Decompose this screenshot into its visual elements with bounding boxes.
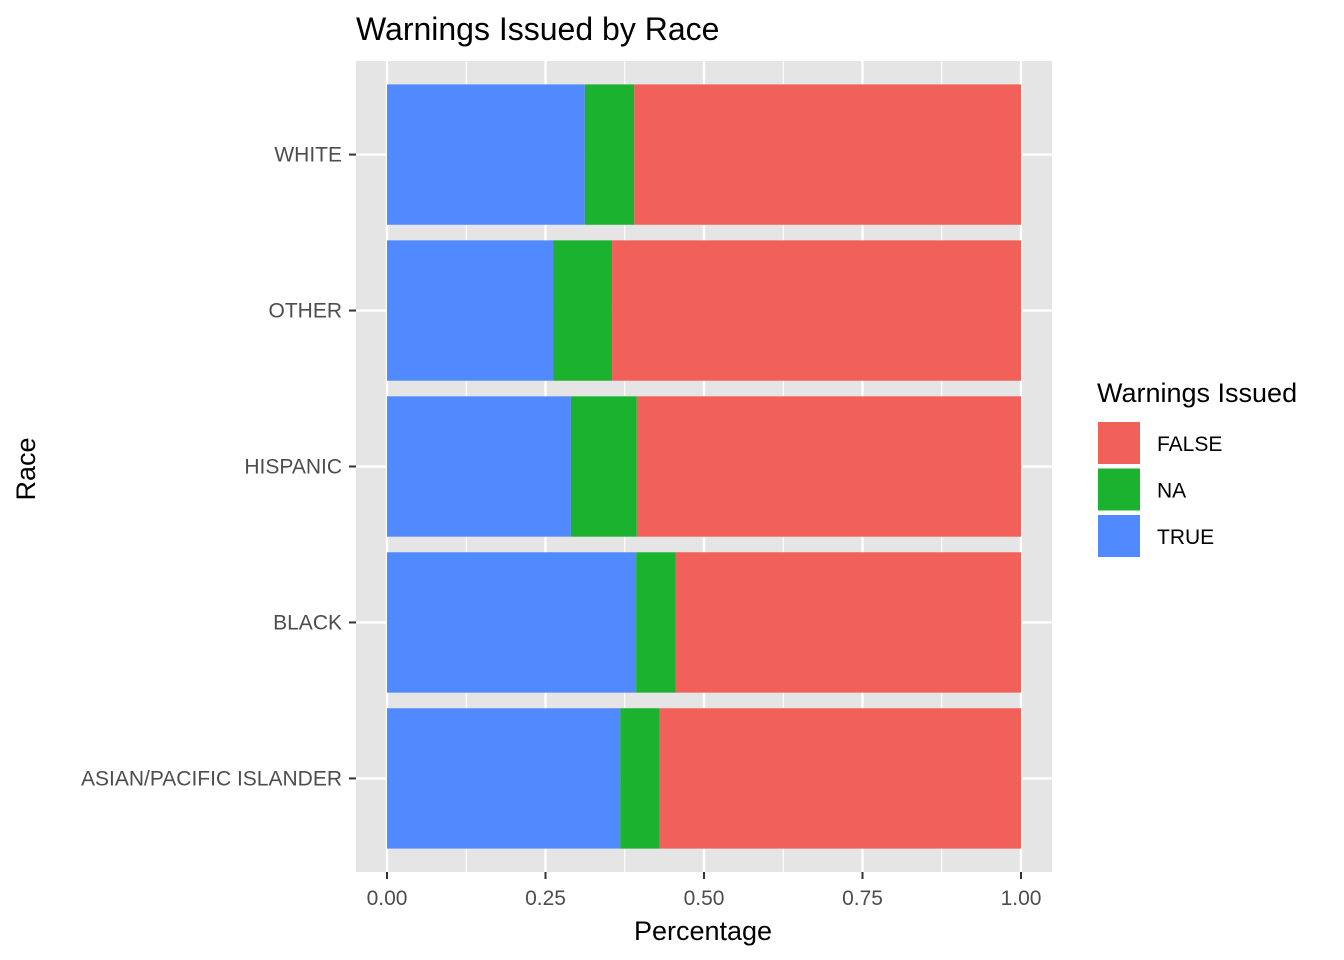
y-tick-label: HISPANIC (244, 456, 342, 479)
legend-label-false: FALSE (1157, 433, 1222, 456)
legend-label-na: NA (1157, 480, 1186, 503)
bar-na-white (584, 84, 635, 225)
legend-key-false (1096, 420, 1142, 466)
y-axis-title: Race (11, 437, 41, 500)
bar-true-black (387, 552, 637, 693)
x-axis-title: Percentage (634, 916, 772, 946)
y-tick-label: WHITE (274, 144, 342, 167)
bar-false-asian-pacific-islander (659, 708, 1021, 849)
bar-false-white (634, 84, 1021, 225)
x-tick-label: 0.00 (367, 887, 408, 910)
legend-label-true: TRUE (1157, 526, 1214, 549)
bar-true-other (387, 240, 554, 381)
bar-true-hispanic (387, 396, 571, 537)
bar-na-black (636, 552, 676, 693)
legend-key-na (1096, 466, 1142, 513)
y-axis: WHITE OTHER HISPANIC BLACK ASIAN/PACIFIC ISL… (81, 144, 356, 790)
x-tick-label: 1.00 (1001, 887, 1042, 910)
bar-false-other (612, 240, 1021, 381)
x-axis: 0.00 0.25 0.50 0.75 1.00 (367, 872, 1042, 910)
bar-true-asian-pacific-islander (387, 708, 621, 849)
legend-key-true (1096, 513, 1142, 559)
y-tick-label: OTHER (269, 300, 343, 323)
y-tick-label: BLACK (273, 611, 342, 634)
bars (387, 84, 1021, 849)
bar-true-white (387, 84, 585, 225)
y-tick-label: ASIAN/PACIFIC ISLANDER (81, 767, 342, 790)
x-tick-label: 0.25 (525, 887, 566, 910)
chart-title: Warnings Issued by Race (356, 11, 719, 47)
bar-na-hispanic (570, 396, 637, 537)
legend: Warnings Issued FALSE NA TRUE (1096, 378, 1297, 559)
bar-false-black (675, 552, 1021, 693)
bar-false-hispanic (636, 396, 1021, 537)
legend-title: Warnings Issued (1097, 378, 1297, 408)
x-tick-label: 0.75 (842, 887, 883, 910)
bar-na-other (553, 240, 613, 381)
bar-na-asian-pacific-islander (620, 708, 660, 849)
x-tick-label: 0.50 (684, 887, 725, 910)
